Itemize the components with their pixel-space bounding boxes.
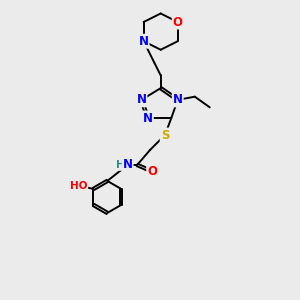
- Text: N: N: [123, 158, 133, 171]
- Text: N: N: [173, 93, 183, 106]
- Text: O: O: [173, 16, 183, 28]
- Text: N: N: [143, 112, 153, 124]
- Text: N: N: [139, 35, 148, 48]
- Text: S: S: [161, 129, 169, 142]
- Text: H: H: [116, 160, 124, 170]
- Text: HO: HO: [70, 181, 87, 191]
- Text: O: O: [147, 165, 157, 178]
- Text: N: N: [136, 93, 146, 106]
